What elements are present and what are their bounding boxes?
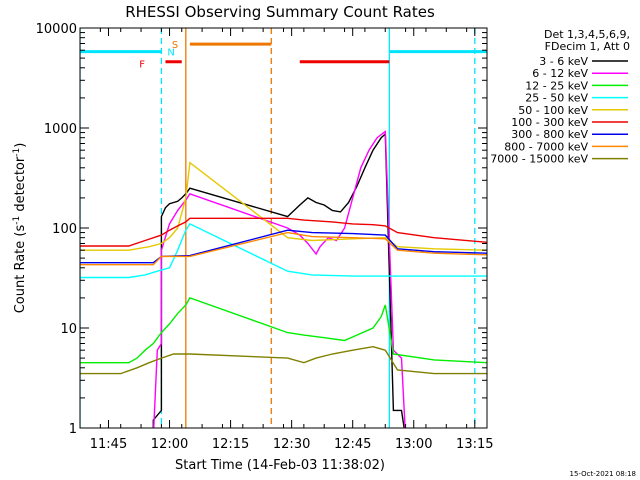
chart-title: RHESSI Observing Summary Count Rates: [125, 3, 435, 21]
x-axis-label: Start Time (14-Feb-03 11:38:02): [175, 458, 385, 473]
series-line-2: [153, 130, 406, 428]
x-tick-label-5: 12:45: [334, 437, 371, 452]
series-line-3: [80, 297, 487, 364]
x-tick-label-4: 12:30: [273, 437, 310, 452]
y-tick-label-1: 1: [69, 422, 77, 437]
y-tick-label-3: 100: [52, 222, 77, 237]
legend: Det 1,3,4,5,6,9, FDecim 1, Att 0 3 - 6 k…: [490, 28, 630, 166]
axes: 11:45 12:00 12:15 12:30 12:45 13:00 13:15 1 10 10…: [36, 22, 494, 452]
state-marker-n: N: [167, 48, 174, 59]
series-line-6: [80, 217, 487, 247]
series-line-1: [152, 132, 405, 428]
x-tick-label-3: 12:15: [212, 437, 249, 452]
x-tick-label-2: 12:00: [151, 437, 188, 452]
series-line-4: [80, 223, 487, 279]
y-axis-label: Count Rate (s-1 detector-1): [12, 143, 28, 314]
y-axis-label-mid: detector: [13, 156, 28, 216]
x-tick-label-6: 13:00: [395, 437, 432, 452]
y-tick-label-2: 10: [60, 322, 77, 337]
plot-frame: [79, 27, 488, 429]
legend-label-4: 25 - 50 keV: [525, 92, 588, 105]
state-marker-s: S: [172, 40, 178, 51]
footer-timestamp: 15-Oct-2021 08:18: [570, 470, 636, 478]
legend-label-6: 100 - 300 keV: [511, 116, 588, 129]
legend-header-line-1: Det 1,3,4,5,6,9,: [544, 28, 630, 41]
y-axis-label-main: Count Rate (s: [13, 225, 28, 314]
state-marker-f: F: [139, 60, 145, 71]
y-axis-label-sup2: -1: [12, 148, 22, 157]
y-tick-label-4: 1000: [44, 122, 77, 137]
series-line-8: [80, 231, 487, 266]
plot-area: N F S: [80, 28, 487, 428]
legend-label-1: 3 - 6 keV: [539, 55, 588, 68]
y-axis-label-end: ): [13, 143, 28, 148]
x-tick-label-7: 13:15: [456, 437, 493, 452]
legend-label-2: 6 - 12 keV: [532, 67, 588, 80]
legend-label-8: 800 - 7000 keV: [504, 140, 588, 153]
legend-label-9: 7000 - 15000 keV: [490, 153, 588, 166]
series-line-9: [80, 345, 487, 375]
y-axis-label-sup1: -1: [12, 216, 22, 225]
x-tick-label-1: 11:45: [90, 437, 127, 452]
y-tick-label-5: 10000: [36, 22, 77, 37]
legend-label-7: 300 - 800 keV: [511, 128, 588, 141]
legend-label-3: 12 - 25 keV: [525, 79, 588, 92]
legend-header-line-2: FDecim 1, Att 0: [545, 40, 630, 53]
legend-label-5: 50 - 100 keV: [518, 104, 588, 117]
